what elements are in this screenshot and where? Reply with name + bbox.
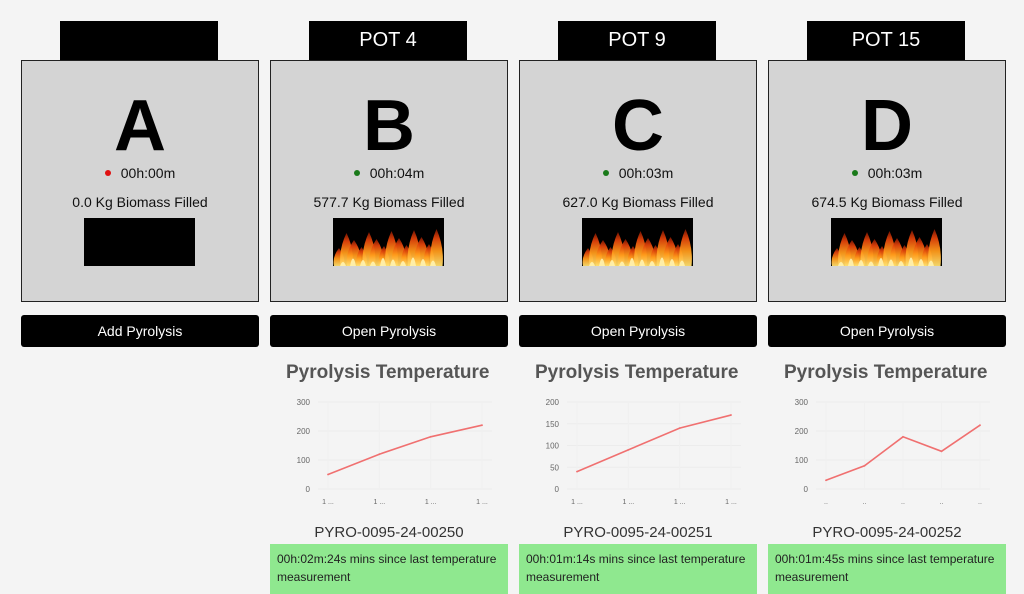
pot-letter: D xyxy=(861,86,913,166)
pot-tab: POT 4 xyxy=(309,21,467,60)
y-tick-label: 150 xyxy=(546,420,560,429)
timer-value: 00h:03m xyxy=(867,165,923,181)
empty-fire-slot xyxy=(84,218,195,266)
fire-image xyxy=(333,218,444,266)
series-line xyxy=(576,414,732,473)
data-point xyxy=(979,424,981,427)
temperature-chart-svg: 0 50 100 150 200 1 ... 1 ... 1 ... 1 ... xyxy=(546,398,741,506)
x-tick-label: 1 ... xyxy=(725,499,737,506)
y-tick-label: 300 xyxy=(297,398,311,407)
y-tick-label: 100 xyxy=(795,456,809,465)
data-point xyxy=(863,464,866,467)
data-point xyxy=(678,427,681,429)
chart-title: Pyrolysis Temperature xyxy=(535,362,739,383)
pot-letter: A xyxy=(114,86,166,166)
fire-image xyxy=(831,218,942,266)
timer-value: 00h:00m xyxy=(120,165,176,181)
pot-timer: 00h:04m xyxy=(271,165,507,181)
y-tick-label: 0 xyxy=(306,485,311,494)
pot-timer: 00h:00m xyxy=(22,165,258,181)
data-point xyxy=(429,435,432,438)
pot-id: PYRO-0095-24-00251 xyxy=(563,524,713,541)
x-tick-label: .. xyxy=(940,499,944,506)
y-tick-label: 0 xyxy=(804,485,809,494)
series-line xyxy=(327,424,483,476)
status-dot-icon xyxy=(353,170,360,176)
pot-timer: 00h:03m xyxy=(520,165,756,181)
x-tick-label: 1 ... xyxy=(622,499,634,506)
y-tick-label: 200 xyxy=(795,427,809,436)
x-tick-label: 1 ... xyxy=(322,499,334,506)
data-point xyxy=(940,450,943,453)
biomass-filled: 577.7 Kg Biomass Filled xyxy=(313,194,465,210)
x-tick-label: 1 ... xyxy=(373,499,385,506)
chart-title: Pyrolysis Temperature xyxy=(784,362,988,383)
data-point xyxy=(327,473,329,476)
x-tick-label: .. xyxy=(901,499,905,506)
open-pyrolysis-button[interactable]: Open Pyrolysis xyxy=(768,315,1006,347)
status-dot-icon xyxy=(851,170,858,176)
data-point xyxy=(902,435,904,438)
y-tick-label: 50 xyxy=(550,463,559,472)
fire-image xyxy=(582,218,693,266)
data-point xyxy=(576,470,578,473)
open-pyrolysis-button[interactable]: Open Pyrolysis xyxy=(519,315,757,347)
temperature-chart: 0 100 200 300.......... xyxy=(768,392,1006,512)
temperature-chart-svg: 0 100 200 300 1 ... 1 ... 1 ... 1 ... xyxy=(297,398,492,506)
y-tick-label: 0 xyxy=(555,485,560,494)
x-tick-label: .. xyxy=(863,499,867,506)
pot-card: A 00h:00m 0.0 Kg Biomass Filled xyxy=(21,60,259,302)
temperature-chart: 0 50 100 150 200 1 ... 1 ... 1 ... 1 ... xyxy=(519,392,757,512)
pot-id: PYRO-0095-24-00252 xyxy=(812,524,962,541)
pot-tab xyxy=(60,21,218,60)
timer-value: 00h:04m xyxy=(369,165,425,181)
temperature-chart: 0 100 200 300 1 ... 1 ... 1 ... 1 ... xyxy=(270,392,508,512)
x-tick-label: .. xyxy=(824,499,828,506)
pot-letter: B xyxy=(363,86,415,166)
pot-tab: POT 9 xyxy=(558,21,716,60)
y-tick-label: 200 xyxy=(297,427,311,436)
since-measurement-notice: 00h:01m:45s mins since last temperature … xyxy=(768,544,1006,594)
data-point xyxy=(825,479,827,482)
data-point xyxy=(481,424,483,427)
add-pyrolysis-button[interactable]: Add Pyrolysis xyxy=(21,315,259,347)
open-pyrolysis-button[interactable]: Open Pyrolysis xyxy=(270,315,508,347)
x-tick-label: 1 ... xyxy=(476,499,488,506)
pot-tab: POT 15 xyxy=(807,21,965,60)
pot-letter: C xyxy=(612,86,664,166)
biomass-filled: 0.0 Kg Biomass Filled xyxy=(72,194,208,210)
data-point xyxy=(627,448,630,451)
since-measurement-notice: 00h:01m:14s mins since last temperature … xyxy=(519,544,757,594)
y-tick-label: 100 xyxy=(546,442,560,451)
x-tick-label: 1 ... xyxy=(674,499,686,506)
y-tick-label: 300 xyxy=(795,398,809,407)
x-tick-label: .. xyxy=(978,499,982,506)
fire-icon xyxy=(582,229,692,266)
status-dot-icon xyxy=(104,170,111,176)
timer-value: 00h:03m xyxy=(618,165,674,181)
x-tick-label: 1 ... xyxy=(571,499,583,506)
biomass-filled: 627.0 Kg Biomass Filled xyxy=(562,194,714,210)
data-point xyxy=(730,414,732,416)
data-point xyxy=(378,453,381,456)
y-tick-label: 100 xyxy=(297,456,311,465)
status-dot-icon xyxy=(602,170,609,176)
biomass-filled: 674.5 Kg Biomass Filled xyxy=(811,194,963,210)
y-tick-label: 200 xyxy=(546,398,560,407)
pot-timer: 00h:03m xyxy=(769,165,1005,181)
chart-title: Pyrolysis Temperature xyxy=(286,362,490,383)
since-measurement-notice: 00h:02m:24s mins since last temperature … xyxy=(270,544,508,594)
fire-icon xyxy=(333,229,443,266)
pot-id: PYRO-0095-24-00250 xyxy=(314,524,464,541)
pot-card: B 00h:04m 577.7 Kg Biomass Filled xyxy=(270,60,508,302)
temperature-chart-svg: 0 100 200 300.......... xyxy=(795,398,990,506)
x-tick-label: 1 ... xyxy=(425,499,437,506)
pot-card: D 00h:03m 674.5 Kg Biomass Filled xyxy=(768,60,1006,302)
fire-icon xyxy=(831,229,941,266)
pot-card: C 00h:03m 627.0 Kg Biomass Filled xyxy=(519,60,757,302)
